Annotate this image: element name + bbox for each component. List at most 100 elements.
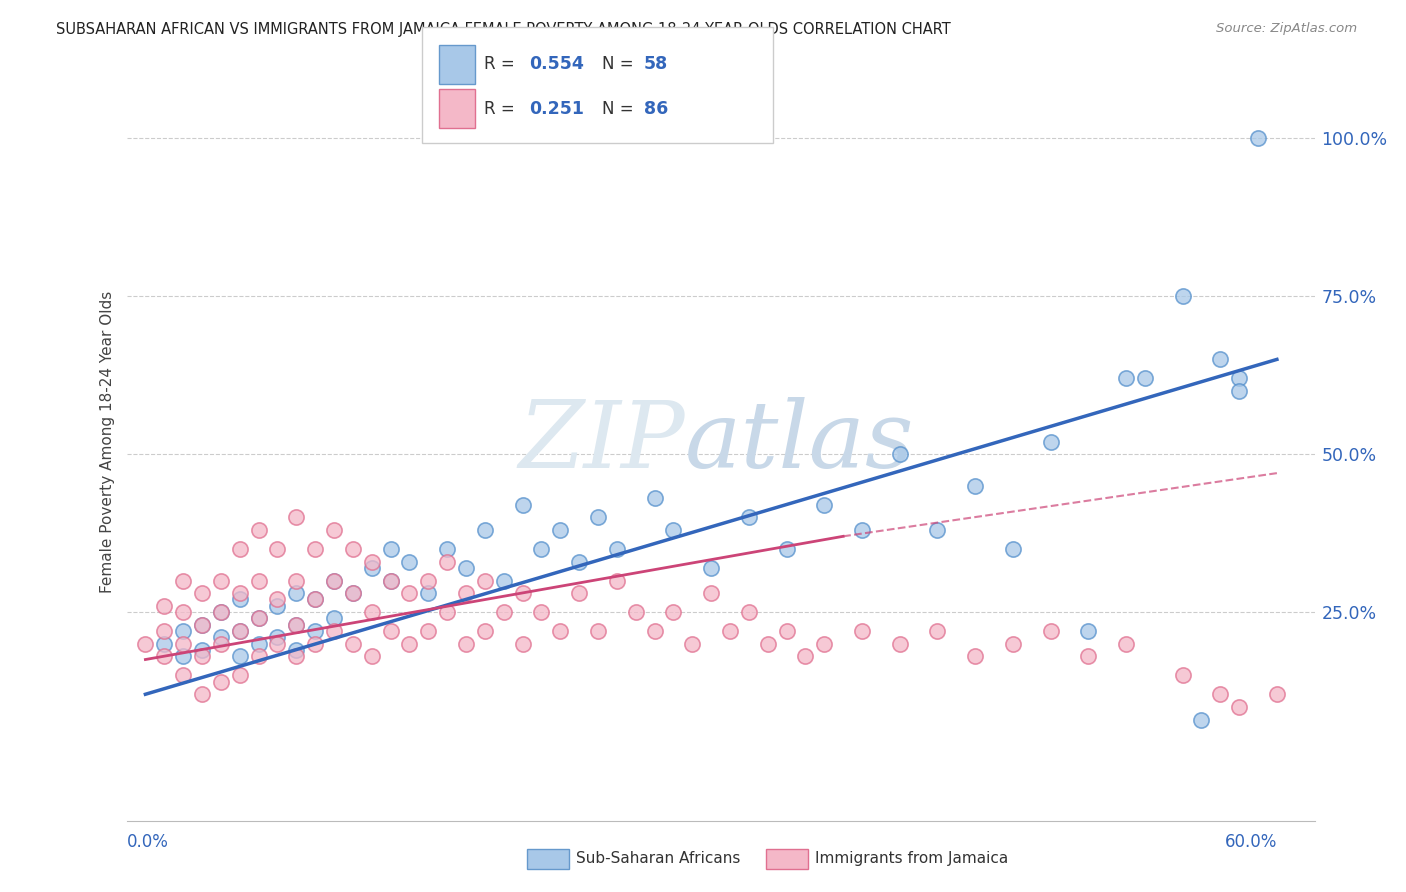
Point: [360, 561, 382, 575]
Point: [209, 605, 232, 619]
Text: SUBSAHARAN AFRICAN VS IMMIGRANTS FROM JAMAICA FEMALE POVERTY AMONG 18-24 YEAR OL: SUBSAHARAN AFRICAN VS IMMIGRANTS FROM JA…: [56, 22, 950, 37]
Point: [436, 541, 458, 556]
Point: [323, 523, 346, 537]
Point: [474, 624, 496, 639]
Point: [1077, 624, 1099, 639]
Point: [1039, 434, 1062, 449]
Point: [228, 541, 250, 556]
Point: [172, 605, 194, 619]
Point: [548, 523, 571, 537]
Text: 0.554: 0.554: [529, 55, 583, 73]
Point: [568, 555, 591, 569]
Point: [1247, 131, 1270, 145]
Point: [134, 637, 156, 651]
Text: 60.0%: 60.0%: [1225, 833, 1277, 851]
Point: [380, 624, 402, 639]
Point: [172, 649, 194, 664]
Point: [662, 605, 685, 619]
Point: [191, 649, 214, 664]
Point: [436, 605, 458, 619]
Point: [266, 599, 288, 613]
Point: [191, 617, 214, 632]
Point: [927, 523, 949, 537]
Point: [398, 555, 420, 569]
Point: [304, 624, 326, 639]
Point: [454, 561, 477, 575]
Point: [266, 631, 288, 645]
Text: 0.251: 0.251: [529, 100, 583, 118]
Point: [304, 541, 326, 556]
Text: 58: 58: [644, 55, 668, 73]
Point: [304, 637, 326, 651]
Point: [380, 574, 402, 588]
Point: [153, 649, 176, 664]
Text: ZIP: ZIP: [519, 397, 685, 486]
Point: [1227, 371, 1250, 385]
Point: [738, 510, 761, 524]
Point: [813, 498, 835, 512]
Point: [360, 555, 382, 569]
Point: [228, 649, 250, 664]
Point: [191, 586, 214, 600]
Point: [398, 637, 420, 651]
Point: [418, 624, 440, 639]
Point: [342, 586, 364, 600]
Point: [285, 649, 308, 664]
Point: [323, 574, 346, 588]
Point: [1077, 649, 1099, 664]
Point: [586, 510, 609, 524]
Point: [360, 649, 382, 664]
Text: atlas: atlas: [685, 397, 914, 486]
Point: [606, 541, 628, 556]
Point: [965, 479, 987, 493]
Point: [398, 586, 420, 600]
Point: [606, 574, 628, 588]
Point: [380, 541, 402, 556]
Point: [172, 624, 194, 639]
Point: [775, 541, 797, 556]
Point: [266, 637, 288, 651]
Point: [1227, 384, 1250, 398]
Text: R =: R =: [484, 100, 520, 118]
Point: [209, 674, 232, 689]
Point: [889, 447, 911, 461]
Point: [209, 605, 232, 619]
Point: [756, 637, 779, 651]
Point: [624, 605, 647, 619]
Point: [323, 611, 346, 625]
Point: [1001, 541, 1024, 556]
Point: [172, 574, 194, 588]
Point: [1039, 624, 1062, 639]
Point: [153, 637, 176, 651]
Point: [228, 668, 250, 682]
Point: [530, 605, 553, 619]
Point: [454, 637, 477, 651]
Point: [247, 611, 270, 625]
Point: [1171, 668, 1194, 682]
Point: [530, 541, 553, 556]
Point: [1227, 699, 1250, 714]
Point: [965, 649, 987, 664]
Point: [266, 541, 288, 556]
Point: [700, 561, 723, 575]
Point: [418, 574, 440, 588]
Point: [644, 624, 666, 639]
Point: [644, 491, 666, 506]
Point: [718, 624, 741, 639]
Point: [342, 586, 364, 600]
Point: [360, 605, 382, 619]
Point: [191, 687, 214, 701]
Point: [681, 637, 703, 651]
Point: [1209, 352, 1232, 367]
Point: [512, 637, 534, 651]
Point: [492, 605, 515, 619]
Point: [1115, 637, 1137, 651]
Point: [266, 592, 288, 607]
Point: [323, 574, 346, 588]
Point: [323, 624, 346, 639]
Point: [247, 611, 270, 625]
Point: [775, 624, 797, 639]
Point: [228, 624, 250, 639]
Point: [247, 574, 270, 588]
Point: [228, 586, 250, 600]
